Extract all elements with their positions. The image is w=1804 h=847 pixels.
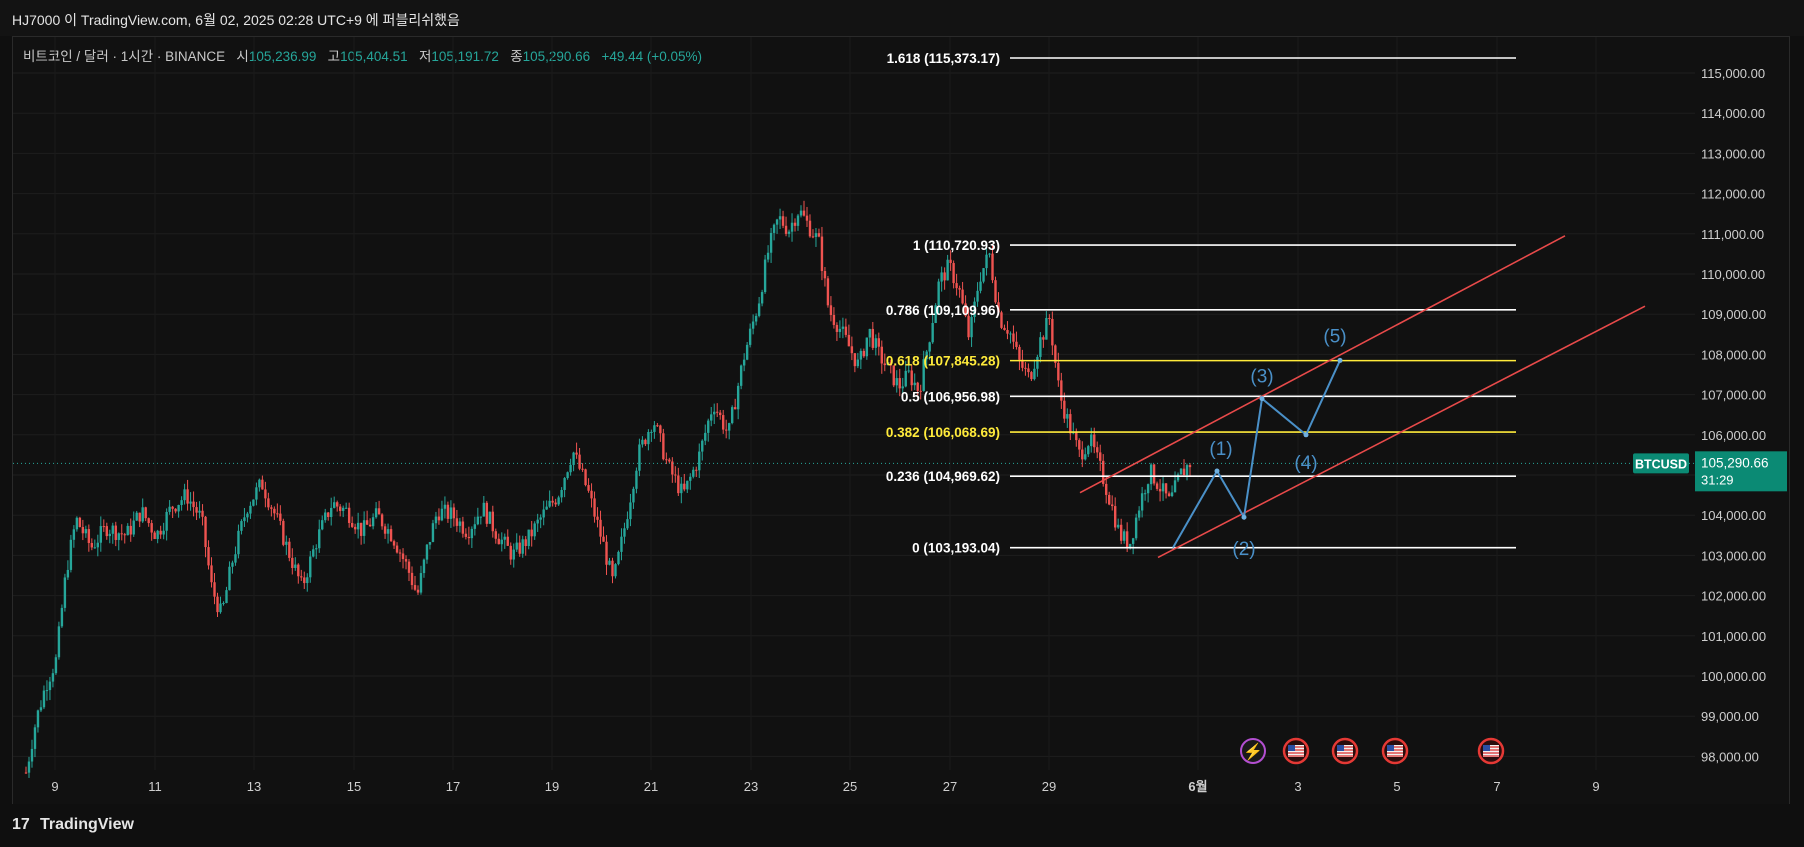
symbol-name[interactable]: 비트코인 / 달러 · 1시간 · BINANCE — [23, 49, 226, 64]
symbol-info: 비트코인 / 달러 · 1시간 · BINANCE 시105,236.99 고1… — [23, 45, 702, 65]
close-label: 종 — [510, 49, 523, 64]
close-value: 105,290.66 — [522, 49, 591, 64]
low-label: 저 — [418, 49, 432, 64]
high-value: 105,404.51 — [340, 49, 408, 64]
high-label: 고 — [327, 49, 341, 64]
tradingview-logo-icon: 17 — [12, 816, 30, 833]
brand-text: TradingView — [40, 816, 134, 833]
open-value: 105,236.99 — [248, 49, 317, 64]
chart-frame — [12, 36, 1790, 806]
low-value: 105,191.72 — [431, 49, 499, 64]
open-label: 시 — [236, 49, 249, 64]
tradingview-brand[interactable]: 17 TradingView — [12, 816, 134, 834]
footer: 17 TradingView — [0, 804, 1804, 847]
window-title-bar: HJ7000 이 TradingView.com, 6월 02, 2025 02… — [0, 0, 1804, 36]
window-title: HJ7000 이 TradingView.com, 6월 02, 2025 02… — [12, 12, 460, 28]
change-value: +49.44 (+0.05%) — [601, 49, 703, 64]
